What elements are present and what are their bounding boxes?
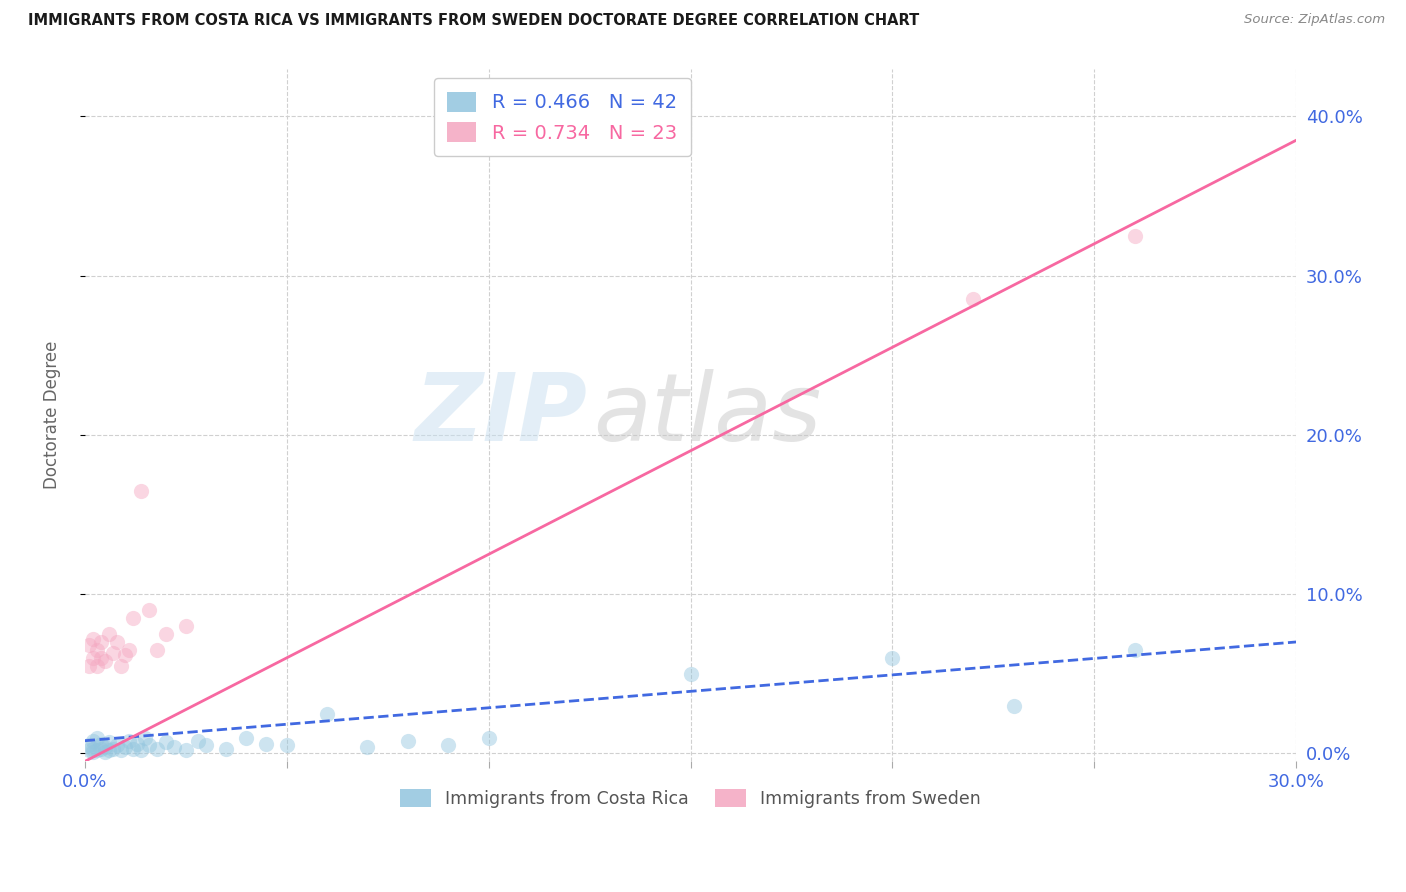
Point: [105, 635, 128, 649]
Point: [235, 731, 257, 745]
Point: [146, 741, 169, 756]
Y-axis label: Doctorate Degree: Doctorate Degree: [44, 341, 60, 489]
Point: [110, 743, 132, 757]
Point: [174, 743, 197, 757]
Point: [94, 745, 117, 759]
Point: [134, 731, 156, 745]
Point: [256, 737, 278, 751]
Point: [101, 646, 124, 660]
Point: [105, 739, 128, 753]
Point: [94, 654, 117, 668]
Point: [679, 666, 702, 681]
Point: [882, 651, 904, 665]
Point: [118, 733, 141, 747]
Point: [187, 733, 209, 747]
Point: [94, 740, 117, 755]
Point: [174, 619, 197, 633]
Point: [82, 733, 104, 747]
Point: [162, 740, 184, 755]
Point: [86, 643, 108, 657]
Point: [316, 706, 339, 721]
Text: atlas: atlas: [593, 369, 823, 460]
Point: [437, 739, 460, 753]
Point: [396, 733, 419, 747]
Point: [86, 658, 108, 673]
Point: [90, 737, 112, 751]
Point: [97, 743, 120, 757]
Point: [477, 731, 499, 745]
Point: [77, 739, 100, 753]
Point: [215, 741, 238, 756]
Point: [82, 632, 104, 646]
Point: [90, 635, 112, 649]
Point: [77, 638, 100, 652]
Point: [82, 741, 104, 756]
Point: [276, 739, 298, 753]
Point: [1002, 698, 1025, 713]
Legend: Immigrants from Costa Rica, Immigrants from Sweden: Immigrants from Costa Rica, Immigrants f…: [394, 782, 988, 815]
Text: ZIP: ZIP: [415, 369, 588, 461]
Point: [356, 740, 378, 755]
Point: [155, 735, 177, 749]
Point: [101, 741, 124, 756]
Point: [962, 293, 984, 307]
Text: IMMIGRANTS FROM COSTA RICA VS IMMIGRANTS FROM SWEDEN DOCTORATE DEGREE CORRELATIO: IMMIGRANTS FROM COSTA RICA VS IMMIGRANTS…: [28, 13, 920, 29]
Point: [146, 643, 169, 657]
Point: [122, 741, 145, 756]
Point: [97, 627, 120, 641]
Point: [114, 740, 136, 755]
Point: [82, 651, 104, 665]
Point: [194, 739, 217, 753]
Point: [122, 611, 145, 625]
Point: [129, 743, 152, 757]
Point: [86, 731, 108, 745]
Point: [82, 745, 104, 759]
Point: [1123, 228, 1146, 243]
Point: [138, 739, 160, 753]
Point: [155, 627, 177, 641]
Point: [129, 483, 152, 498]
Point: [118, 643, 141, 657]
Point: [90, 741, 112, 756]
Point: [138, 603, 160, 617]
Point: [97, 735, 120, 749]
Point: [86, 743, 108, 757]
Point: [127, 737, 149, 751]
Point: [90, 651, 112, 665]
Point: [77, 743, 100, 757]
Point: [1123, 643, 1146, 657]
Point: [114, 648, 136, 662]
Text: Source: ZipAtlas.com: Source: ZipAtlas.com: [1244, 13, 1385, 27]
Point: [110, 658, 132, 673]
Point: [77, 658, 100, 673]
